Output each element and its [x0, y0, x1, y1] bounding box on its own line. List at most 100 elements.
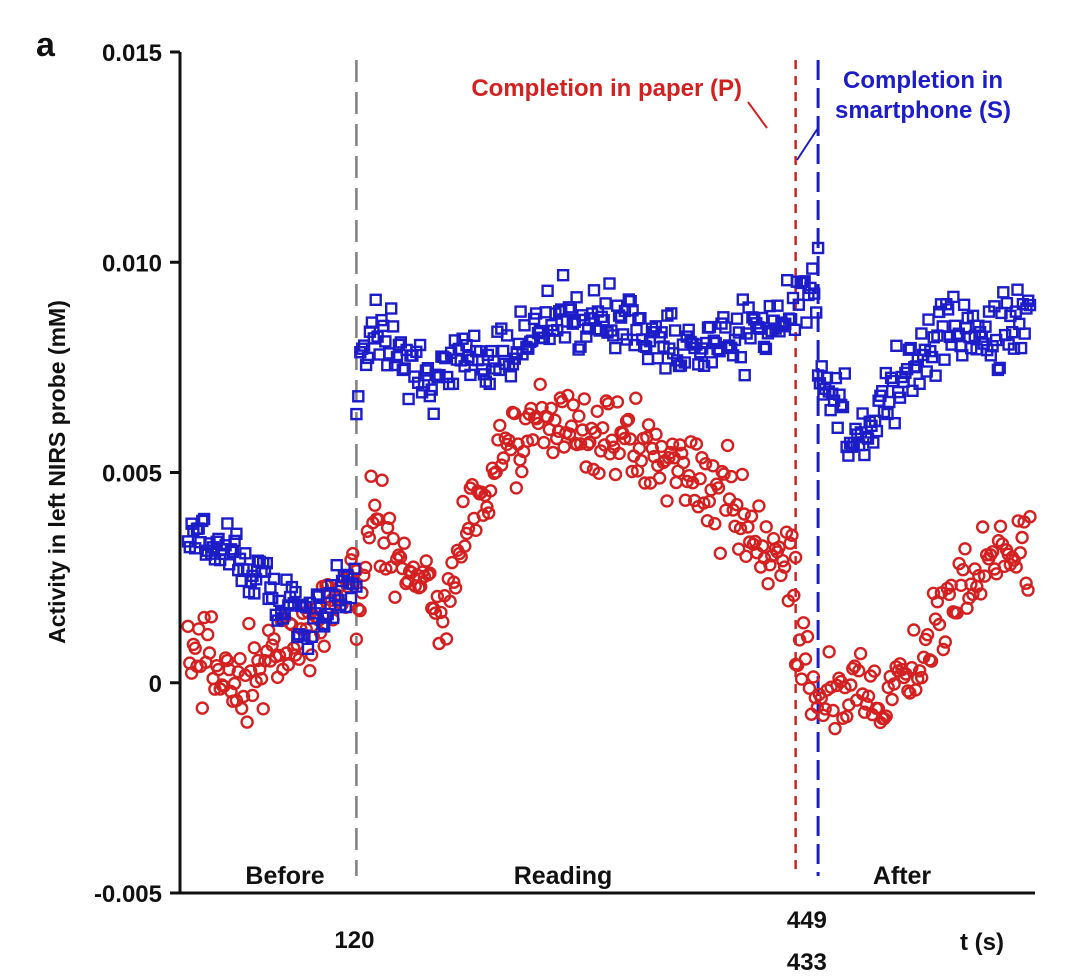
paper-data-point	[509, 481, 523, 495]
paper-data-point	[976, 520, 990, 534]
paper-data-point	[737, 507, 751, 521]
y-tick-label: 0.015	[102, 40, 162, 67]
smartphone-data-point	[938, 353, 951, 366]
paper-data-point	[755, 539, 770, 553]
paper-data-point	[852, 664, 866, 678]
paper-data-point	[474, 485, 489, 499]
paper-data-point	[698, 457, 713, 471]
paper-data-point	[968, 562, 982, 576]
smartphone-data-point	[310, 588, 324, 601]
smartphone-data-point	[258, 565, 272, 578]
paper-data-point	[830, 678, 844, 693]
paper-data-point	[546, 445, 560, 460]
paper-data-point	[445, 555, 459, 570]
paper-data-point	[480, 500, 494, 514]
paper-data-point	[251, 653, 265, 668]
paper-data-point	[550, 431, 564, 446]
paper-data-point	[649, 427, 663, 441]
paper-data-point	[732, 542, 746, 556]
paper-data-point	[744, 509, 759, 523]
paper-data-point	[493, 418, 507, 433]
smartphone-data-point	[359, 358, 373, 372]
smartphone-data-point	[1011, 283, 1024, 296]
paper-data-point	[932, 617, 947, 632]
smartphone-data-point	[719, 321, 732, 334]
smartphone-data-point	[651, 352, 664, 365]
paper-data-point	[641, 418, 656, 432]
paper-data-point	[652, 471, 667, 485]
smartphone-data-point	[792, 298, 805, 311]
smartphone-data-point	[603, 277, 616, 290]
smartphone-data-point	[979, 320, 992, 333]
smartphone-data-point	[1023, 298, 1037, 312]
smartphone-data-point	[570, 291, 583, 304]
paper-data-point	[243, 664, 258, 678]
paper-data-point	[638, 476, 652, 490]
paper-data-point	[1019, 576, 1033, 590]
smartphone-data-point	[344, 591, 358, 605]
paper-data-point	[993, 519, 1008, 533]
paper-data-point	[357, 568, 371, 582]
smartphone-data-point	[726, 349, 740, 362]
smartphone-data-point	[991, 363, 1005, 377]
paper-data-point	[573, 437, 588, 451]
paper-data-point	[240, 715, 254, 729]
paper-data-point	[610, 395, 625, 409]
paper-data-point	[537, 435, 551, 450]
smartphone-data-point	[941, 303, 955, 316]
paper-data-point	[461, 521, 476, 536]
paper-data-point	[557, 440, 571, 454]
y-ticks: -0.005 0 0.005 0.010 0.015	[94, 40, 180, 908]
paper-data-point	[678, 493, 693, 507]
paper-data-point	[469, 523, 483, 537]
smartphone-data-point	[230, 527, 243, 540]
paper-data-point	[826, 703, 840, 718]
paper-data-point	[419, 554, 433, 568]
paper-data-point	[623, 432, 637, 446]
paper-data-point	[222, 662, 236, 677]
smartphone-data-point	[390, 350, 404, 364]
paper-data-point	[254, 672, 269, 686]
smartphone-data-point	[1020, 302, 1033, 315]
paper-data-point	[346, 546, 360, 561]
paper-data-point	[619, 414, 634, 428]
paper-data-point	[972, 568, 986, 583]
paper-data-point	[544, 401, 558, 415]
paper-data-point	[581, 437, 595, 452]
smartphone-data-point	[732, 326, 746, 339]
smartphone-data-point	[267, 572, 281, 586]
paper-data-point	[879, 709, 893, 723]
paper-data-point	[368, 498, 382, 512]
paper-data-point	[796, 616, 811, 630]
phase-label-reading: Reading	[514, 862, 613, 890]
paper-data-point	[531, 416, 545, 431]
paper-data-point	[665, 437, 680, 451]
y-tick-label: -0.005	[94, 881, 162, 908]
phase-markers	[355, 60, 820, 876]
smartphone-data-point	[402, 392, 415, 406]
paper-data-point	[719, 503, 733, 517]
smartphone-data-point	[597, 314, 610, 327]
y-tick-label: 0.010	[102, 250, 162, 277]
paper-data-point	[236, 689, 251, 704]
smartphone-data-point	[369, 293, 382, 306]
smartphone-data-point	[845, 440, 859, 453]
smartphone-data-point	[580, 330, 593, 343]
paper-data-point	[423, 566, 437, 580]
paper-data-point	[885, 692, 899, 707]
paper-data-point	[448, 581, 463, 595]
paper-data-point	[577, 392, 591, 406]
paper-data-point	[720, 438, 735, 453]
x-ticks: 120 433 449	[334, 907, 827, 976]
paper-data-point	[227, 676, 242, 691]
paper-data-point	[985, 545, 1000, 559]
paper-data-point	[776, 554, 790, 568]
paper-data-point	[520, 434, 534, 448]
paper-data-point	[507, 406, 522, 421]
paper-data-point	[1023, 510, 1037, 524]
smartphone-data-point	[838, 367, 851, 380]
paper-data-point	[938, 635, 952, 649]
smartphone-data-point	[705, 356, 718, 369]
smartphone-data-point	[196, 514, 209, 528]
smartphone-data-point	[730, 312, 744, 325]
